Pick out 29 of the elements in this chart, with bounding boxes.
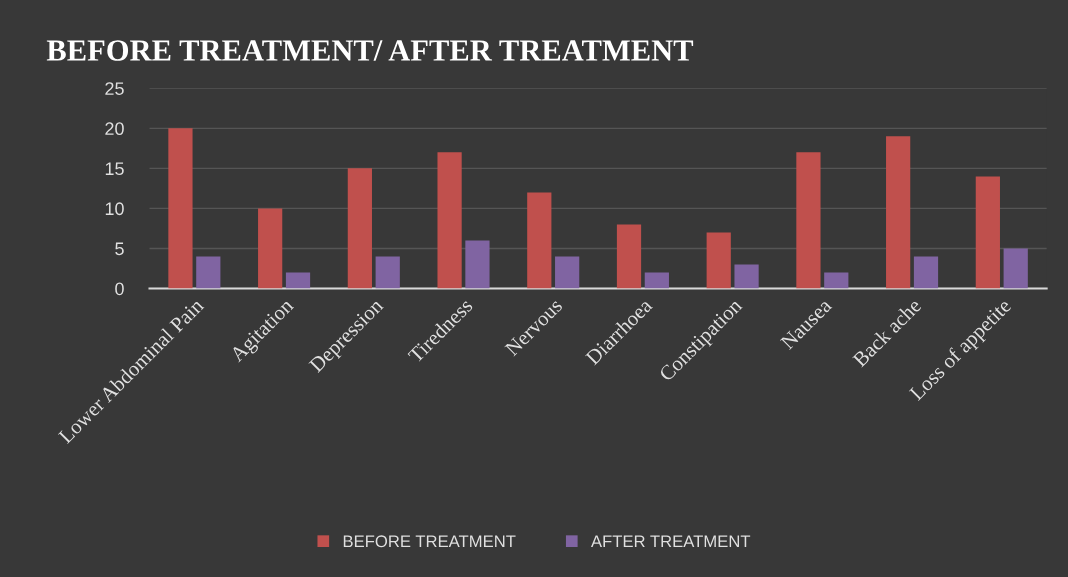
bar [375, 256, 400, 289]
bar [555, 256, 580, 289]
bar [347, 168, 372, 289]
bar [258, 208, 283, 289]
bar [168, 128, 193, 289]
bar [975, 176, 1000, 289]
bar [527, 192, 552, 289]
bar [196, 256, 221, 289]
bar [1003, 248, 1028, 289]
bar [644, 272, 669, 289]
bar [796, 152, 821, 289]
bar [437, 152, 462, 289]
chart-title: BEFORE TREATMENT/ AFTER TREATMENT [46, 40, 694, 61]
y-tick-label: 0 [115, 282, 124, 296]
y-tick-label: 5 [115, 242, 124, 256]
y-tick-label: 10 [105, 202, 124, 216]
bar [886, 136, 911, 289]
y-tick-label: 20 [105, 122, 124, 136]
bar [824, 272, 849, 289]
bar [465, 240, 490, 289]
legend-label: AFTER TREATMENT [590, 535, 751, 547]
bar [285, 272, 311, 289]
bar [734, 264, 759, 289]
bar [706, 232, 731, 289]
y-tick-label: 25 [105, 82, 124, 95]
bar [913, 256, 939, 289]
legend-label: BEFORE TREATMENT [343, 535, 516, 548]
y-tick-label: 15 [105, 162, 124, 176]
bar [616, 224, 642, 289]
